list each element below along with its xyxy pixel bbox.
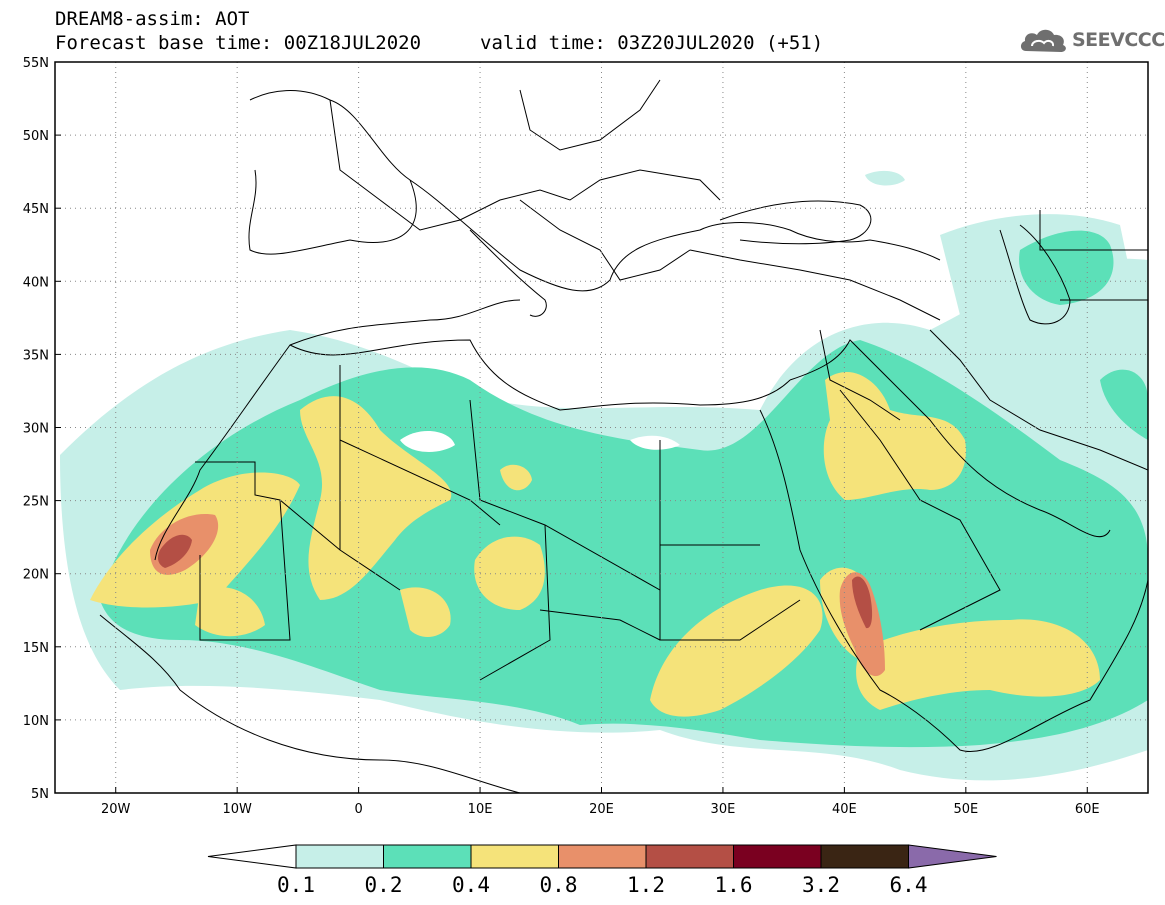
lat-tick-label: 25N (23, 495, 49, 510)
lon-tick-label: 10W (222, 802, 252, 817)
lat-tick-label: 10N (23, 714, 49, 729)
aot-band-1.2 (157, 534, 192, 568)
legend-label: 3.2 (802, 873, 840, 897)
forecast-base-time: Forecast base time: 00Z18JUL2020 (55, 32, 422, 54)
aot-band-clear-1 (400, 430, 455, 452)
border-algeria (339, 365, 501, 550)
aot-band-0.1-ne (865, 170, 905, 186)
lat-tick-label: 50N (23, 129, 49, 144)
border-turkey (689, 249, 941, 321)
legend-color-box (645, 844, 734, 869)
aot-band-0.4-arabia (823, 371, 966, 500)
coastline-north-africa (289, 339, 791, 411)
aot-band-0.4-small (500, 464, 532, 491)
border-mauritania (195, 461, 401, 591)
coastline-arabia (789, 339, 1111, 538)
aot-band-0.2-east (1100, 369, 1148, 440)
lat-lon-grid (55, 61, 1148, 794)
lon-tick-label: 20W (101, 802, 131, 817)
lon-tick-label: 20E (589, 802, 614, 817)
legend-arrow-high (908, 844, 997, 869)
border-mali (199, 499, 291, 641)
legend-label: 0.4 (452, 873, 490, 897)
lon-tick-label: 50E (953, 802, 978, 817)
border-europe-1 (329, 99, 721, 231)
legend-arrow-low (207, 844, 297, 869)
aot-band-0.4-yemen (856, 619, 1100, 710)
border-iraq (819, 329, 901, 421)
logo-text: SEEVCCC (1072, 29, 1165, 51)
lon-axis-labels: 20W 10W 0 10E 20E 30E 40E 50E 60E (101, 802, 1100, 817)
border-iran (929, 329, 1148, 471)
legend-label: 6.4 (890, 873, 928, 897)
lat-tick-label: 40N (23, 275, 49, 290)
lat-tick-label: 45N (23, 202, 49, 217)
legend-label: 0.2 (365, 873, 403, 897)
lon-tick-label: 40E (832, 802, 857, 817)
coastline-black-sea (719, 200, 872, 245)
coastline-red-sea (759, 409, 1148, 752)
aot-band-0.4-mali (195, 586, 265, 637)
lat-axis-labels: 55N 50N 45N 40N 35N 30N 25N 20N 15N 10N 5N (23, 56, 49, 802)
lon-tick-label: 0 (354, 802, 362, 817)
border-sudan (659, 545, 801, 641)
seevccc-logo: SEEVCCC (1018, 26, 1165, 56)
aot-band-0.4-east-africa (650, 585, 823, 717)
lon-tick-label: 30E (711, 802, 736, 817)
legend-label: 0.1 (277, 873, 315, 897)
aot-band-0.4-sahara (300, 396, 452, 600)
lat-tick-label: 35N (23, 348, 49, 363)
legend-color-box (383, 844, 472, 869)
legend-labels: 0.1 0.2 0.4 0.8 1.2 1.6 3.2 6.4 (277, 873, 927, 897)
aot-band-1.2-redsea (852, 576, 873, 629)
lat-tick-label: 15N (23, 641, 49, 656)
border-balkans (519, 199, 691, 281)
coastline-europe (248, 90, 941, 292)
legend-color-box (558, 844, 647, 869)
lat-tick-label: 20N (23, 568, 49, 583)
border-chad (479, 524, 661, 681)
legend-color-boxes (207, 844, 997, 869)
border-central-asia (1039, 210, 1148, 301)
lat-tick-label: 5N (31, 787, 49, 802)
lat-tick-label: 30N (23, 422, 49, 437)
aot-band-clear-2 (630, 435, 680, 450)
aot-band-0.2-caspian (1019, 230, 1114, 305)
border-saudi (839, 389, 1001, 631)
lon-tick-label: 60E (1075, 802, 1100, 817)
legend-color-box (820, 844, 909, 869)
aot-band-0.4-chad (474, 536, 545, 610)
aot-band-0.4-niger (400, 587, 451, 637)
cloud-icon (1020, 29, 1066, 52)
legend-label: 1.6 (715, 873, 753, 897)
coastline-west-africa (154, 299, 521, 561)
valid-time: valid time: 03Z20JUL2020 (+51) (480, 32, 824, 54)
legend-label: 1.2 (627, 873, 665, 897)
lat-tick-label: 55N (23, 56, 49, 71)
legend-color-box (470, 844, 559, 869)
legend-color-box (733, 844, 822, 869)
coastline-gulf-guinea (99, 614, 521, 793)
legend-color-box (295, 844, 384, 869)
map-frame (54, 61, 1149, 794)
coastline-italy (469, 229, 547, 317)
chart-title: DREAM8-assim: AOT (55, 8, 250, 30)
lon-tick-label: 10E (468, 802, 493, 817)
border-europe-2 (519, 79, 661, 151)
legend-label: 0.8 (540, 873, 578, 897)
aot-band-0.8-redsea (839, 572, 885, 677)
coastline-caspian (999, 224, 1071, 325)
